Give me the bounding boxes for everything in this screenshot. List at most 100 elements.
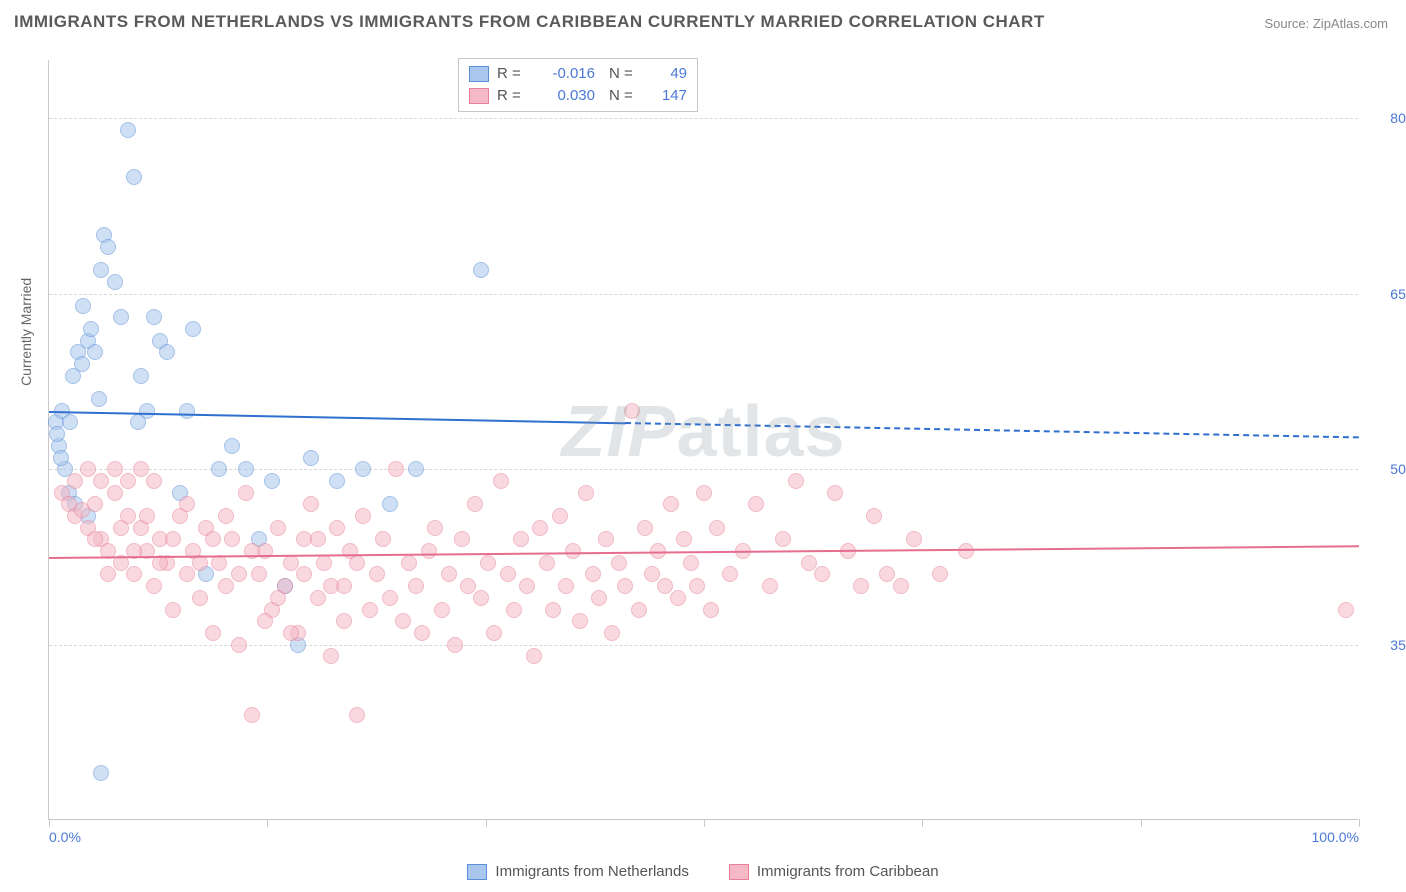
data-point <box>408 461 424 477</box>
data-point <box>329 473 345 489</box>
data-point <box>100 566 116 582</box>
data-point <box>604 625 620 641</box>
data-point <box>473 590 489 606</box>
source-attribution: Source: ZipAtlas.com <box>1264 16 1388 31</box>
data-point <box>75 298 91 314</box>
data-point <box>401 555 417 571</box>
data-point <box>598 531 614 547</box>
data-point <box>893 578 909 594</box>
gridline-h <box>49 294 1358 295</box>
data-point <box>709 520 725 536</box>
data-point <box>362 602 378 618</box>
x-tick <box>1141 819 1142 827</box>
data-point <box>585 566 601 582</box>
data-point <box>133 368 149 384</box>
y-axis-title: Currently Married <box>18 278 34 386</box>
chart-title: IMMIGRANTS FROM NETHERLANDS VS IMMIGRANT… <box>14 12 1045 32</box>
data-point <box>218 508 234 524</box>
data-point <box>165 531 181 547</box>
data-point <box>87 344 103 360</box>
legend-label-caribbean: Immigrants from Caribbean <box>757 863 939 880</box>
data-point <box>159 344 175 360</box>
data-point <box>62 414 78 430</box>
data-point <box>421 543 437 559</box>
x-tick-label: 100.0% <box>1312 829 1359 845</box>
data-point <box>408 578 424 594</box>
data-point <box>283 555 299 571</box>
data-point <box>382 496 398 512</box>
data-point <box>205 625 221 641</box>
y-tick-label: 35.0% <box>1370 637 1406 653</box>
legend-row-netherlands: R = -0.016 N = 49 <box>469 63 687 85</box>
data-point <box>126 169 142 185</box>
data-point <box>93 765 109 781</box>
data-point <box>486 625 502 641</box>
data-point <box>224 438 240 454</box>
data-point <box>611 555 627 571</box>
data-point <box>473 262 489 278</box>
data-point <box>107 485 123 501</box>
data-point <box>775 531 791 547</box>
y-tick-label: 50.0% <box>1370 461 1406 477</box>
data-point <box>1338 602 1354 618</box>
data-point <box>467 496 483 512</box>
data-point <box>748 496 764 512</box>
data-point <box>513 531 529 547</box>
swatch-caribbean-icon <box>729 864 749 880</box>
data-point <box>67 473 83 489</box>
data-point <box>696 485 712 501</box>
legend-n-value-netherlands: 49 <box>647 63 687 85</box>
data-point <box>663 496 679 512</box>
data-point <box>87 531 103 547</box>
data-point <box>617 578 633 594</box>
data-point <box>545 602 561 618</box>
data-point <box>703 602 719 618</box>
data-point <box>270 520 286 536</box>
data-point <box>238 485 254 501</box>
data-point <box>670 590 686 606</box>
x-tick <box>267 819 268 827</box>
data-point <box>100 239 116 255</box>
legend-item-netherlands: Immigrants from Netherlands <box>467 863 688 880</box>
data-point <box>814 566 830 582</box>
data-point <box>879 566 895 582</box>
data-point <box>316 555 332 571</box>
data-point <box>296 566 312 582</box>
data-point <box>146 578 162 594</box>
data-point <box>932 566 948 582</box>
data-point <box>303 450 319 466</box>
data-point <box>454 531 470 547</box>
data-point <box>526 648 542 664</box>
data-point <box>349 555 365 571</box>
data-point <box>113 309 129 325</box>
data-point <box>179 566 195 582</box>
data-point <box>493 473 509 489</box>
data-point <box>539 555 555 571</box>
data-point <box>146 473 162 489</box>
data-point <box>218 578 234 594</box>
legend-item-caribbean: Immigrants from Caribbean <box>729 863 939 880</box>
x-tick-label: 0.0% <box>49 829 81 845</box>
data-point <box>323 578 339 594</box>
data-point <box>801 555 817 571</box>
data-point <box>532 520 548 536</box>
watermark: ZIPatlas <box>561 390 845 472</box>
data-point <box>427 520 443 536</box>
x-tick <box>704 819 705 827</box>
data-point <box>231 566 247 582</box>
x-tick <box>1359 819 1360 827</box>
legend-n-label: N = <box>609 85 639 107</box>
legend-n-label: N = <box>609 63 639 85</box>
data-point <box>107 461 123 477</box>
swatch-netherlands-icon <box>467 864 487 880</box>
data-point <box>434 602 450 618</box>
data-point <box>310 531 326 547</box>
data-point <box>53 450 69 466</box>
gridline-h <box>49 118 1358 119</box>
data-point <box>683 555 699 571</box>
data-point <box>958 543 974 559</box>
data-point <box>146 309 162 325</box>
data-point <box>369 566 385 582</box>
data-point <box>120 122 136 138</box>
data-point <box>441 566 457 582</box>
